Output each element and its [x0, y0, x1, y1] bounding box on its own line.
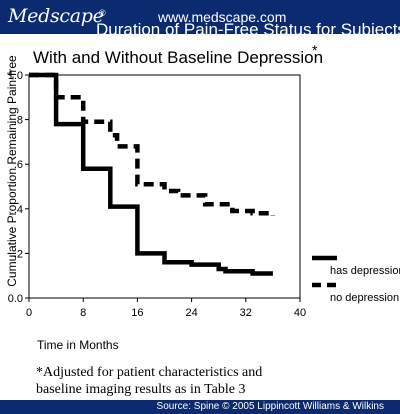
chart-title-line1: Duration of Pain-Free Status for Subject… — [96, 20, 400, 39]
footnote-line1: *Adjusted for patient characteristics an… — [36, 365, 263, 380]
title-footnote-marker: * — [312, 42, 318, 58]
series-line-no-depression — [29, 72, 276, 216]
footnote: *Adjusted for patient characteristics an… — [36, 364, 376, 398]
legend-label-has-depression: has depression — [330, 265, 400, 277]
y-tick-label: .8 — [14, 115, 23, 127]
y-tick-label: 1.0 — [8, 70, 23, 82]
registered-mark: ® — [99, 8, 106, 18]
plot-frame — [28, 74, 301, 299]
series-line-has-depression — [29, 72, 273, 276]
series-lines — [29, 72, 276, 276]
y-tick-label: .6 — [14, 159, 23, 171]
y-tick-label: 0.0 — [8, 293, 23, 305]
x-tick-label: 8 — [80, 307, 86, 319]
x-tick-label: 16 — [131, 307, 143, 319]
x-tick-label: 0 — [26, 307, 32, 319]
site-url[interactable]: www.medscape.com — [158, 9, 287, 25]
y-tick-label: .2 — [14, 248, 23, 260]
y-axis-ticks: 0.0 .2 .4 .6 .8 1.0 — [8, 70, 29, 305]
header-bar: Medscape ® www.medscape.com Duration of … — [0, 0, 400, 39]
x-tick-label: 32 — [240, 307, 252, 319]
legend — [312, 255, 340, 288]
chart-title-line2: With and Without Baseline Depression — [33, 48, 324, 67]
source-credit: Source: Spine © 2005 Lippincott Williams… — [156, 401, 384, 412]
legend-label-no-depression: no depression — [330, 292, 400, 304]
x-tick-label: 40 — [294, 307, 306, 319]
x-tick-label: 24 — [185, 307, 197, 319]
x-axis-title: Time in Months — [37, 338, 119, 352]
y-tick-label: .4 — [14, 204, 23, 216]
x-axis-ticks: 0 8 16 24 32 40 — [26, 298, 306, 319]
footer-bar: Source: Spine © 2005 Lippincott Williams… — [0, 400, 400, 414]
medscape-logo: Medscape — [8, 5, 104, 27]
footnote-line2: baseline imaging results as in Table 3 — [36, 382, 246, 397]
